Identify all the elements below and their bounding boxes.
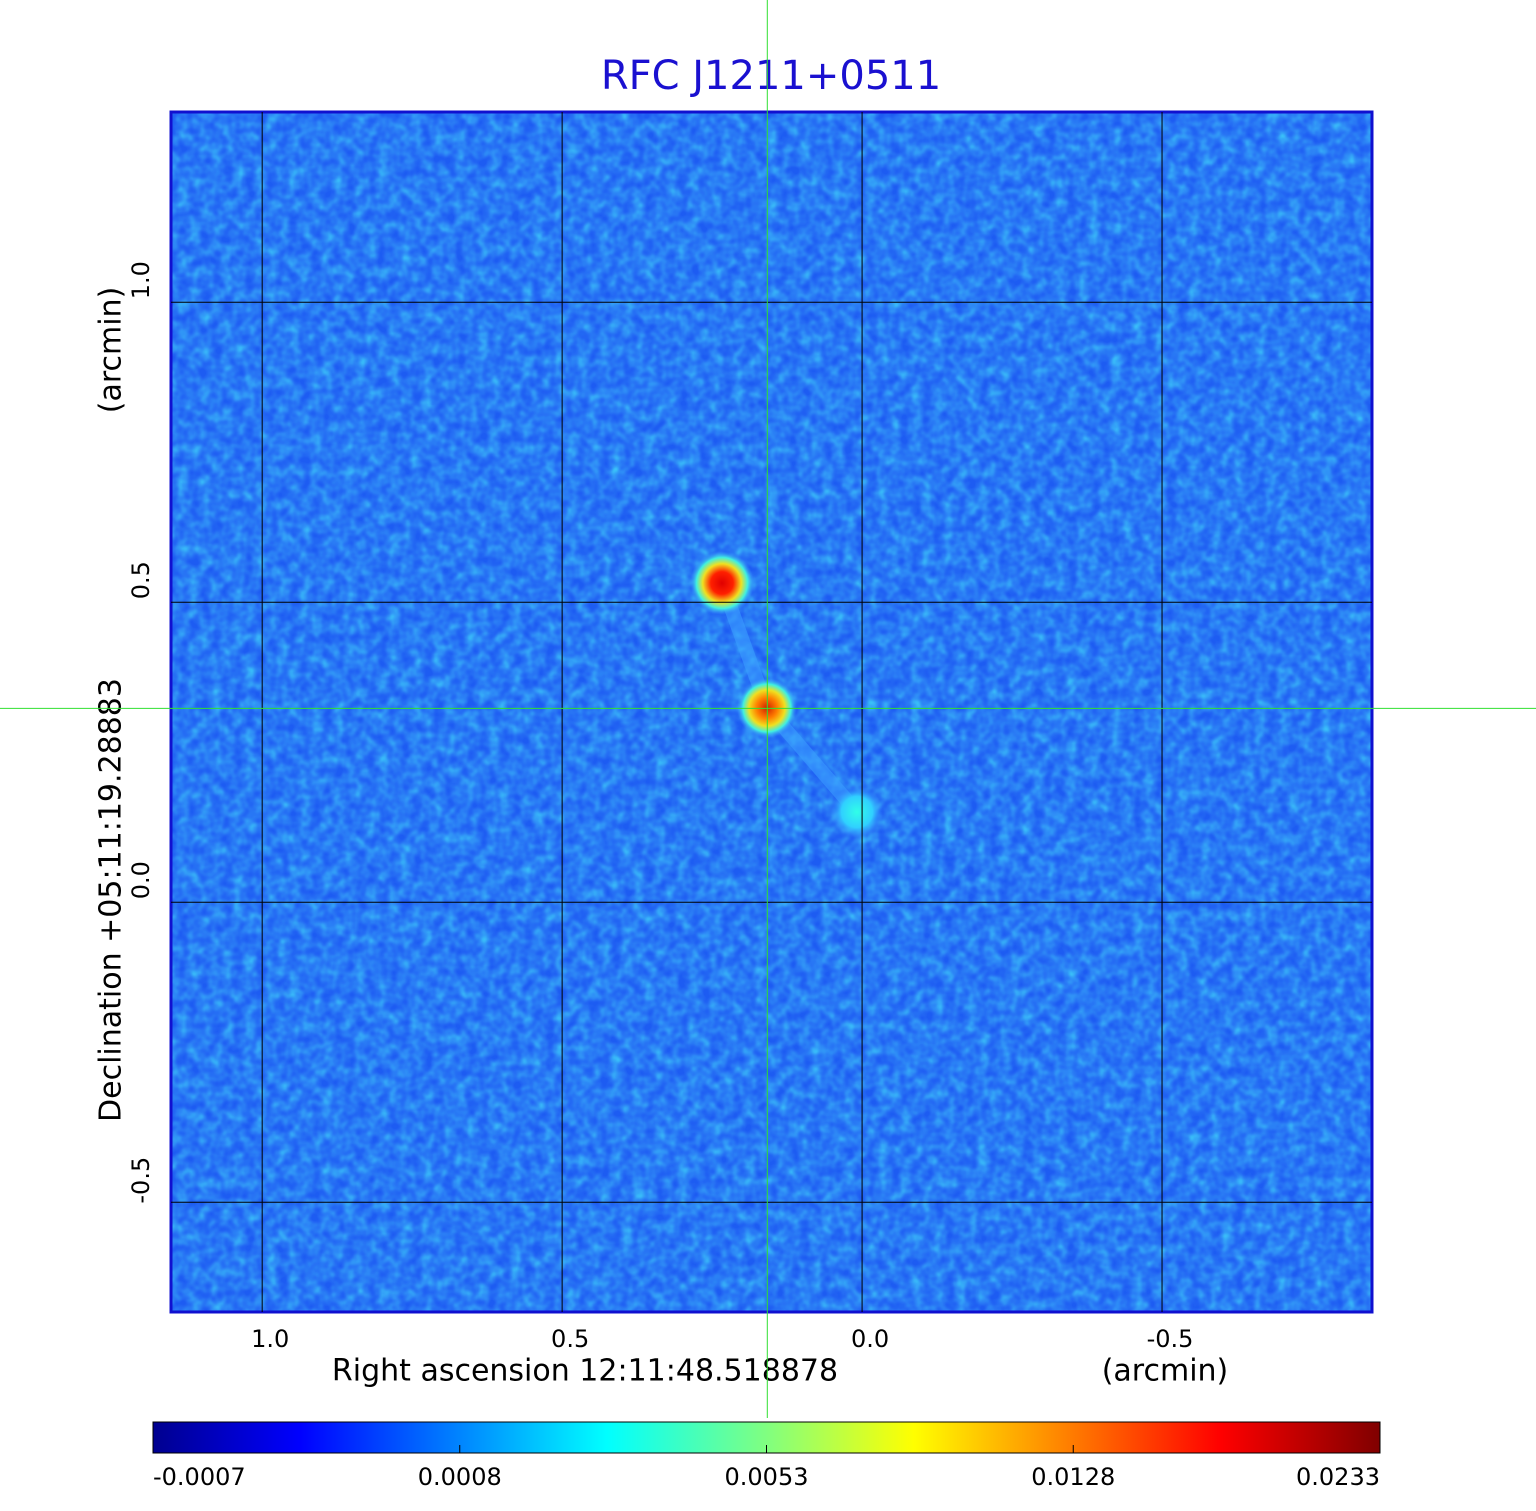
y-tick-label: 0.0 [127,861,155,899]
x-tick-label: -0.5 [1147,1325,1194,1353]
x-tick-label: 0.0 [851,1325,889,1353]
colorbar-tick-label: -0.0007 [153,1463,246,1491]
plot-frame [169,110,1374,1314]
colorbar-tick-label: 0.0053 [725,1463,809,1491]
x-axis-label: Right ascension 12:11:48.518878 [332,1354,838,1389]
colorbar-tick-label: 0.0008 [418,1463,502,1491]
y-axis-unit: (arcmin) [94,287,129,414]
x-axis-unit: (arcmin) [1102,1354,1229,1389]
source-blob [690,551,754,615]
y-tick-label: -0.5 [127,1157,155,1204]
x-tick-label: 0.5 [551,1325,589,1353]
x-tick-label: 1.0 [251,1325,289,1353]
source-blob [831,786,883,838]
colorbar-tick-label: 0.0128 [1031,1463,1115,1491]
y-tick-label: 0.5 [127,561,155,599]
y-axis-label: Declination +05:11:19.28883 [94,678,129,1122]
colorbar-tick-label: 0.0233 [1296,1463,1380,1491]
chart-title: RFC J1211+0511 [601,53,941,99]
y-tick-label: 1.0 [127,261,155,299]
